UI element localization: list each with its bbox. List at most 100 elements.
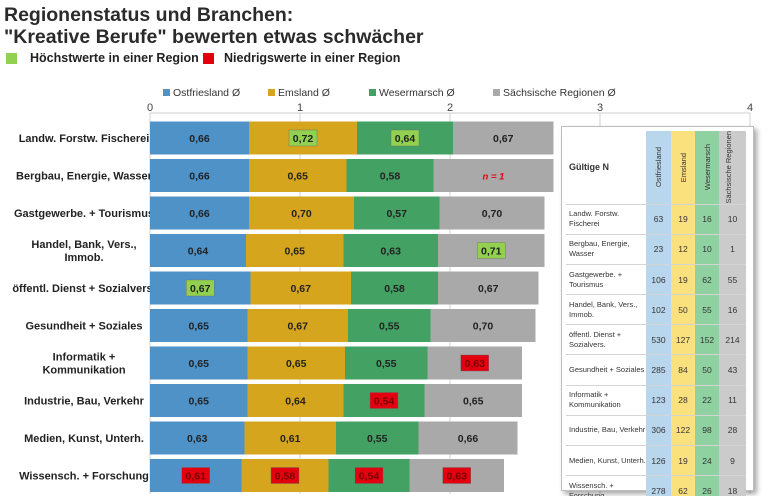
data-label: 0,55 xyxy=(376,358,397,370)
data-label: 0,65 xyxy=(285,246,306,258)
data-label: 0,67 xyxy=(288,321,309,333)
data-label: 0,63 xyxy=(187,433,208,445)
table-cell: 23 xyxy=(646,234,671,265)
data-label: 0,63 xyxy=(465,358,486,370)
table-row: öffentl. Dienst + Sozialvers. 530 127 152 21… xyxy=(566,324,746,355)
data-label: 0,55 xyxy=(379,321,400,333)
highlight-low-box xyxy=(354,467,384,484)
table-cell: 50 xyxy=(695,354,719,386)
table-row-label: Handel, Bank, Vers., Immob. xyxy=(569,299,638,319)
category-label: Wissensch. + Forschung xyxy=(19,471,149,483)
data-label: 0,57 xyxy=(387,208,408,220)
table-cell: 16 xyxy=(695,204,719,235)
bar-segment xyxy=(244,421,336,455)
series-legend-swatch xyxy=(268,89,275,96)
table-row: Informatik + Kommunikation 123 28 22 11 xyxy=(566,385,746,416)
table-cell: 50 xyxy=(671,294,695,325)
table-cell: 106 xyxy=(646,264,671,295)
table-cell: 19 xyxy=(671,264,695,295)
x-tick-label: 0 xyxy=(147,102,153,114)
table-row-label: öffentl. Dienst + Sozialvers. xyxy=(569,329,622,349)
table-cell: 18 xyxy=(719,475,746,496)
table-row-label: Gesundheit + Soziales xyxy=(569,365,645,375)
table-cell: 62 xyxy=(671,475,695,496)
table-cell: 62 xyxy=(695,264,719,295)
chart-title-line2: "Kreative Berufe" bewerten etwas schwäch… xyxy=(4,26,424,48)
table-cell: 122 xyxy=(671,415,695,446)
table-cell: 16 xyxy=(719,294,746,325)
bar-segment xyxy=(346,159,434,192)
highlight-legend-high-swatch xyxy=(6,53,17,64)
bar-segment xyxy=(351,271,438,305)
bar-segment xyxy=(336,421,419,455)
series-legend-swatch xyxy=(493,89,500,96)
table-row: Gesundheit + Soziales 285 84 50 43 xyxy=(566,354,746,386)
data-label: 0,58 xyxy=(380,171,401,183)
data-label: 0,63 xyxy=(447,471,468,483)
table-cell: 28 xyxy=(671,385,695,416)
table-cell: 152 xyxy=(695,324,719,355)
table-cell: 55 xyxy=(719,264,746,295)
data-label: 0,66 xyxy=(189,171,210,183)
table-cell: 22 xyxy=(695,385,719,416)
table-cell: 9 xyxy=(719,445,746,476)
data-label: 0,70 xyxy=(291,208,312,220)
table-row: Gastgewerbe. + Tourismus 106 19 62 55 xyxy=(566,264,746,295)
table-row: Industrie, Bau, Verkehr 306 122 98 28 xyxy=(566,415,746,446)
table-cell: 278 xyxy=(646,475,671,496)
data-label: 0,67 xyxy=(478,283,499,295)
bar-segment xyxy=(249,159,347,192)
bar-segment xyxy=(150,421,245,455)
series-legend-label: Ostfriesland Ø xyxy=(173,87,240,99)
table-cell: 285 xyxy=(646,354,671,386)
highlight-legend-low-swatch xyxy=(203,53,214,64)
bar-segment xyxy=(150,234,246,267)
bar-segment xyxy=(348,309,431,342)
highlight-low-box xyxy=(460,354,489,372)
highlight-low-box xyxy=(442,467,471,484)
data-label: 0,66 xyxy=(189,133,210,145)
bar-segment xyxy=(433,159,554,192)
category-label: Gastgewerbe. + Tourismus xyxy=(14,208,154,220)
series-legend-label: Wesermarsch Ø xyxy=(379,87,455,99)
bar-segment xyxy=(345,346,428,380)
table-cell: 10 xyxy=(719,204,746,235)
category-label: Medien, Kunst, Unterh. xyxy=(24,433,144,445)
data-label: 0,65 xyxy=(286,358,307,370)
bar-segment xyxy=(150,309,248,342)
series-legend-label: Sächsische Regionen Ø xyxy=(503,87,616,99)
bar-segment xyxy=(430,309,536,342)
highlight-high-box xyxy=(186,279,215,297)
table-row-label: Medien, Kunst, Unterh. xyxy=(569,455,646,465)
bar-segment xyxy=(150,121,249,155)
series-legend-swatch xyxy=(163,89,170,96)
bar-segment xyxy=(150,384,248,417)
data-label: 0,61 xyxy=(186,471,207,483)
bar-segment xyxy=(247,384,344,417)
bar-segment xyxy=(343,234,438,267)
table-cell: 10 xyxy=(695,234,719,265)
table-cell: 63 xyxy=(646,204,671,235)
data-label: 0,66 xyxy=(458,433,479,445)
data-label: 0,65 xyxy=(189,321,210,333)
data-label: 0,64 xyxy=(285,396,306,408)
highlight-low-box xyxy=(270,467,300,484)
series-legend-label: Emsland Ø xyxy=(278,87,330,99)
category-label: Gesundheit + Soziales xyxy=(25,321,142,333)
bar-segment xyxy=(150,196,249,230)
series-legend-swatch xyxy=(369,89,376,96)
valid-n-table-panel: Gültige N Ostfriesland Emsland Wesermars… xyxy=(561,126,754,496)
table-cell: 214 xyxy=(719,324,746,355)
category-label: Bergbau, Energie, Wasser xyxy=(16,171,153,183)
table-cell: 102 xyxy=(646,294,671,325)
highlight-legend-high-label: Höchstwerte in einer Region xyxy=(30,51,199,65)
data-label: 0,64 xyxy=(395,133,416,145)
bar-segment xyxy=(150,159,249,192)
table-row: Wissensch. + Forschung 278 62 26 18 xyxy=(566,475,746,496)
table-cell: 55 xyxy=(695,294,719,325)
table-cell: 11 xyxy=(719,385,746,416)
category-label: Landw. Forstw. Fischerei xyxy=(19,133,150,145)
table-cell: 19 xyxy=(671,204,695,235)
bar-segment xyxy=(439,196,545,230)
category-label: Handel, Bank, Vers., xyxy=(31,239,136,251)
